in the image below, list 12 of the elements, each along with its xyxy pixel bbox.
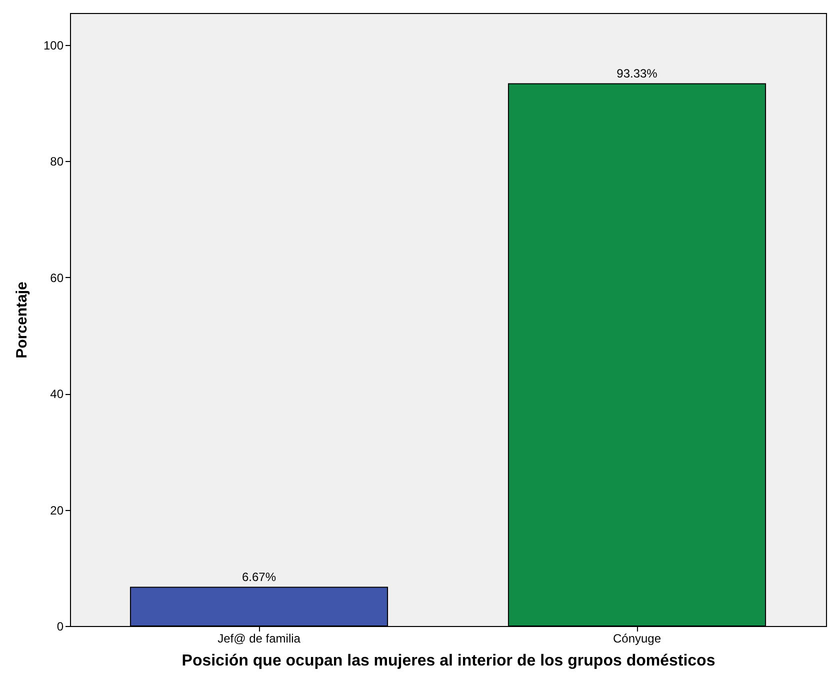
data-label: 6.67% (242, 570, 276, 584)
y-tick-label: 0 (56, 620, 64, 634)
y-tick-label: 20 (50, 503, 64, 518)
y-axis-title: Porcentaje (13, 282, 30, 358)
y-tick-label: 100 (43, 38, 64, 52)
y-tick-label: 60 (50, 270, 64, 285)
x-tick-label: Jef@ de familia (218, 632, 301, 646)
x-tick-label: Cónyuge (612, 632, 662, 646)
data-label: 93.33% (616, 66, 658, 81)
y-tick-label: 80 (50, 154, 64, 169)
y-tick-label: 40 (50, 387, 64, 402)
x-axis-title: Posición que ocupan las mujeres al interior de los grupos domésticos (182, 652, 716, 670)
